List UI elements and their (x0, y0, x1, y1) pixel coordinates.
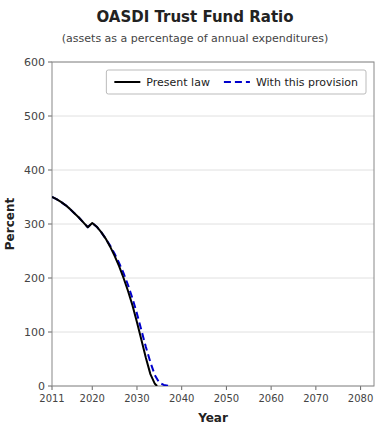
tick-label: 0 (38, 380, 45, 393)
tick-label: 500 (24, 110, 45, 123)
tick-label: 2060 (258, 393, 283, 404)
tick-label: 400 (24, 164, 45, 177)
tick-label: 2020 (80, 393, 105, 404)
chart: OASDI Trust Fund Ratio (assets as a perce… (0, 0, 390, 432)
legend-label: With this provision (256, 76, 358, 89)
tick-label: 100 (24, 326, 45, 339)
tick-mark (48, 332, 52, 333)
grid-line (52, 332, 374, 333)
series-line (52, 197, 171, 386)
grid-line (52, 116, 374, 117)
tick-mark (48, 62, 52, 63)
grid-line (52, 278, 374, 279)
tick-label: 2080 (348, 393, 373, 404)
tick-label: 600 (24, 56, 45, 69)
tick-mark (92, 386, 93, 390)
y-axis-label: Percent (3, 198, 17, 251)
title: OASDI Trust Fund Ratio (96, 8, 293, 26)
grid-line (52, 224, 374, 225)
tick-label: 300 (24, 218, 45, 231)
tick-mark (271, 386, 272, 390)
x-axis-label: Year (197, 411, 228, 425)
tick-mark (181, 386, 182, 390)
legend-label: Present law (146, 76, 210, 89)
tick-mark (48, 170, 52, 171)
legend-swatch (224, 81, 250, 83)
tick-label: 2011 (39, 393, 64, 404)
legend-box (106, 70, 366, 94)
grid-line (52, 170, 374, 171)
tick-label: 2040 (169, 393, 194, 404)
tick-mark (226, 386, 227, 390)
tick-mark (315, 386, 316, 390)
tick-mark (48, 116, 52, 117)
tick-label: 200 (24, 272, 45, 285)
tick-mark (48, 224, 52, 225)
legend-swatch (114, 81, 140, 83)
tick-label: 2030 (124, 393, 149, 404)
tick-label: 2050 (214, 393, 239, 404)
plot-frame (52, 62, 374, 386)
tick-mark (48, 278, 52, 279)
tick-mark (52, 386, 53, 390)
legend: Present law With this provision (106, 70, 366, 94)
tick-mark (136, 386, 137, 390)
tick-mark (48, 386, 52, 387)
tick-mark (360, 386, 361, 390)
series-line (52, 197, 157, 386)
plot-area (52, 197, 171, 386)
tick-label: 2070 (303, 393, 328, 404)
subtitle: (assets as a percentage of annual expend… (62, 32, 328, 45)
